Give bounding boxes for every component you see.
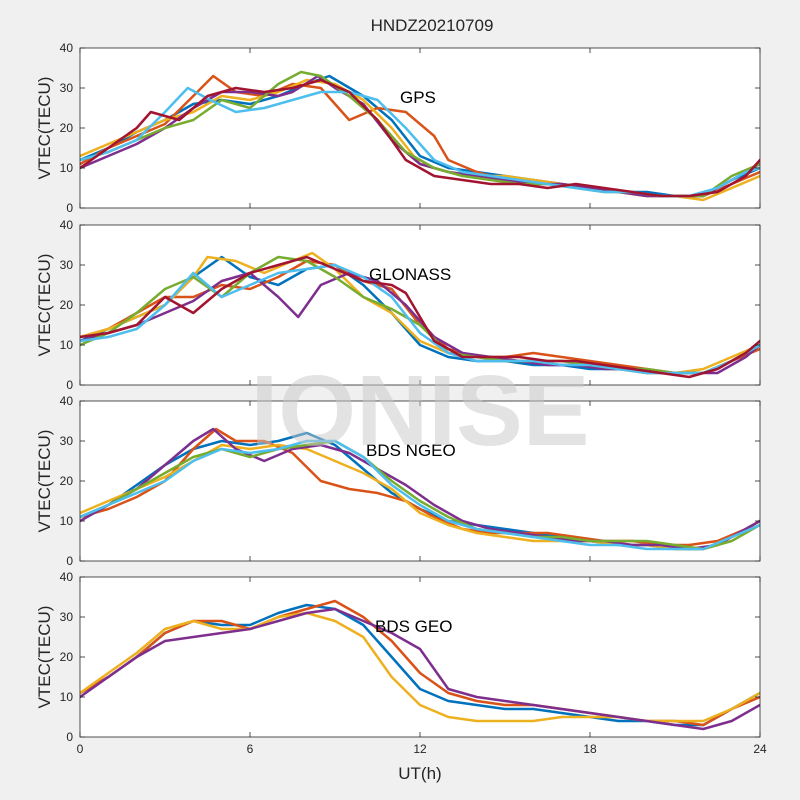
x-tick-label: 0 bbox=[77, 742, 84, 756]
figure-title: HNDZ20210709 bbox=[371, 16, 494, 35]
y-tick-label: 40 bbox=[60, 218, 74, 232]
plot-area bbox=[80, 225, 760, 385]
x-tick-label: 24 bbox=[753, 742, 767, 756]
series-group bbox=[80, 70, 760, 202]
y-tick-label: 30 bbox=[60, 434, 74, 448]
series-line-6 bbox=[80, 439, 760, 551]
y-tick-label: 40 bbox=[60, 394, 74, 408]
y-axis-label: VTEC(TECU) bbox=[35, 77, 54, 180]
chart-panel-2: 0 10 20 30 40 GLONASS VTEC(TECU) bbox=[35, 218, 761, 392]
y-tick-label: 30 bbox=[60, 610, 74, 624]
y-axis-label: VTEC(TECU) bbox=[35, 606, 54, 709]
plot-area bbox=[80, 577, 760, 737]
series-group bbox=[80, 427, 760, 551]
plot-area bbox=[80, 401, 760, 561]
panel-label: BDS NGEO bbox=[366, 441, 456, 460]
y-tick-label: 30 bbox=[60, 81, 74, 95]
series-group bbox=[80, 251, 760, 379]
y-tick-label: 10 bbox=[60, 690, 74, 704]
watermark-text: IONISE bbox=[251, 355, 590, 467]
chart-panel-4: 0 10 20 30 40 0 6 12 18 24 BDS GEO VTEC(TECU) UT(h) bbox=[35, 570, 767, 783]
y-axis-label: VTEC(TECU) bbox=[35, 254, 54, 357]
x-axis-label: UT(h) bbox=[398, 764, 441, 783]
panels: 0 10 20 30 40 GPS VTEC(TECU) 0 10 20 30 40 GLONASS VT… bbox=[35, 41, 767, 783]
y-tick-label: 0 bbox=[66, 378, 73, 392]
series-line-6 bbox=[80, 263, 760, 375]
plot-area bbox=[80, 48, 760, 208]
y-tick-label: 20 bbox=[60, 121, 74, 135]
panel-label: GLONASS bbox=[369, 265, 451, 284]
y-tick-label: 20 bbox=[60, 650, 74, 664]
series-group bbox=[80, 599, 760, 731]
series-line-4 bbox=[80, 427, 760, 551]
y-tick-label: 40 bbox=[60, 41, 74, 55]
series-line-1 bbox=[80, 74, 760, 198]
y-tick-label: 20 bbox=[60, 474, 74, 488]
series-line-7 bbox=[80, 78, 760, 198]
y-tick-label: 0 bbox=[66, 201, 73, 215]
series-line-5 bbox=[80, 439, 760, 551]
y-axis-label: VTEC(TECU) bbox=[35, 430, 54, 533]
series-line-7 bbox=[80, 255, 760, 379]
series-line-5 bbox=[80, 255, 760, 375]
chart-panel-1: 0 10 20 30 40 GPS VTEC(TECU) bbox=[35, 41, 761, 215]
x-tick-label: 18 bbox=[583, 742, 597, 756]
y-tick-label: 30 bbox=[60, 258, 74, 272]
x-tick-label: 6 bbox=[247, 742, 254, 756]
y-tick-label: 0 bbox=[66, 554, 73, 568]
y-tick-label: 0 bbox=[66, 730, 73, 744]
y-tick-label: 40 bbox=[60, 570, 74, 584]
panel-label: BDS GEO bbox=[375, 617, 452, 636]
x-tick-label: 12 bbox=[413, 742, 427, 756]
y-tick-label: 10 bbox=[60, 161, 74, 175]
series-line-4 bbox=[80, 607, 760, 731]
chart-panel-3: 0 10 20 30 40 BDS NGEO VTEC(TECU) bbox=[35, 394, 761, 568]
y-tick-label: 10 bbox=[60, 338, 74, 352]
y-tick-label: 10 bbox=[60, 514, 74, 528]
y-tick-label: 20 bbox=[60, 298, 74, 312]
panel-label: GPS bbox=[400, 88, 436, 107]
